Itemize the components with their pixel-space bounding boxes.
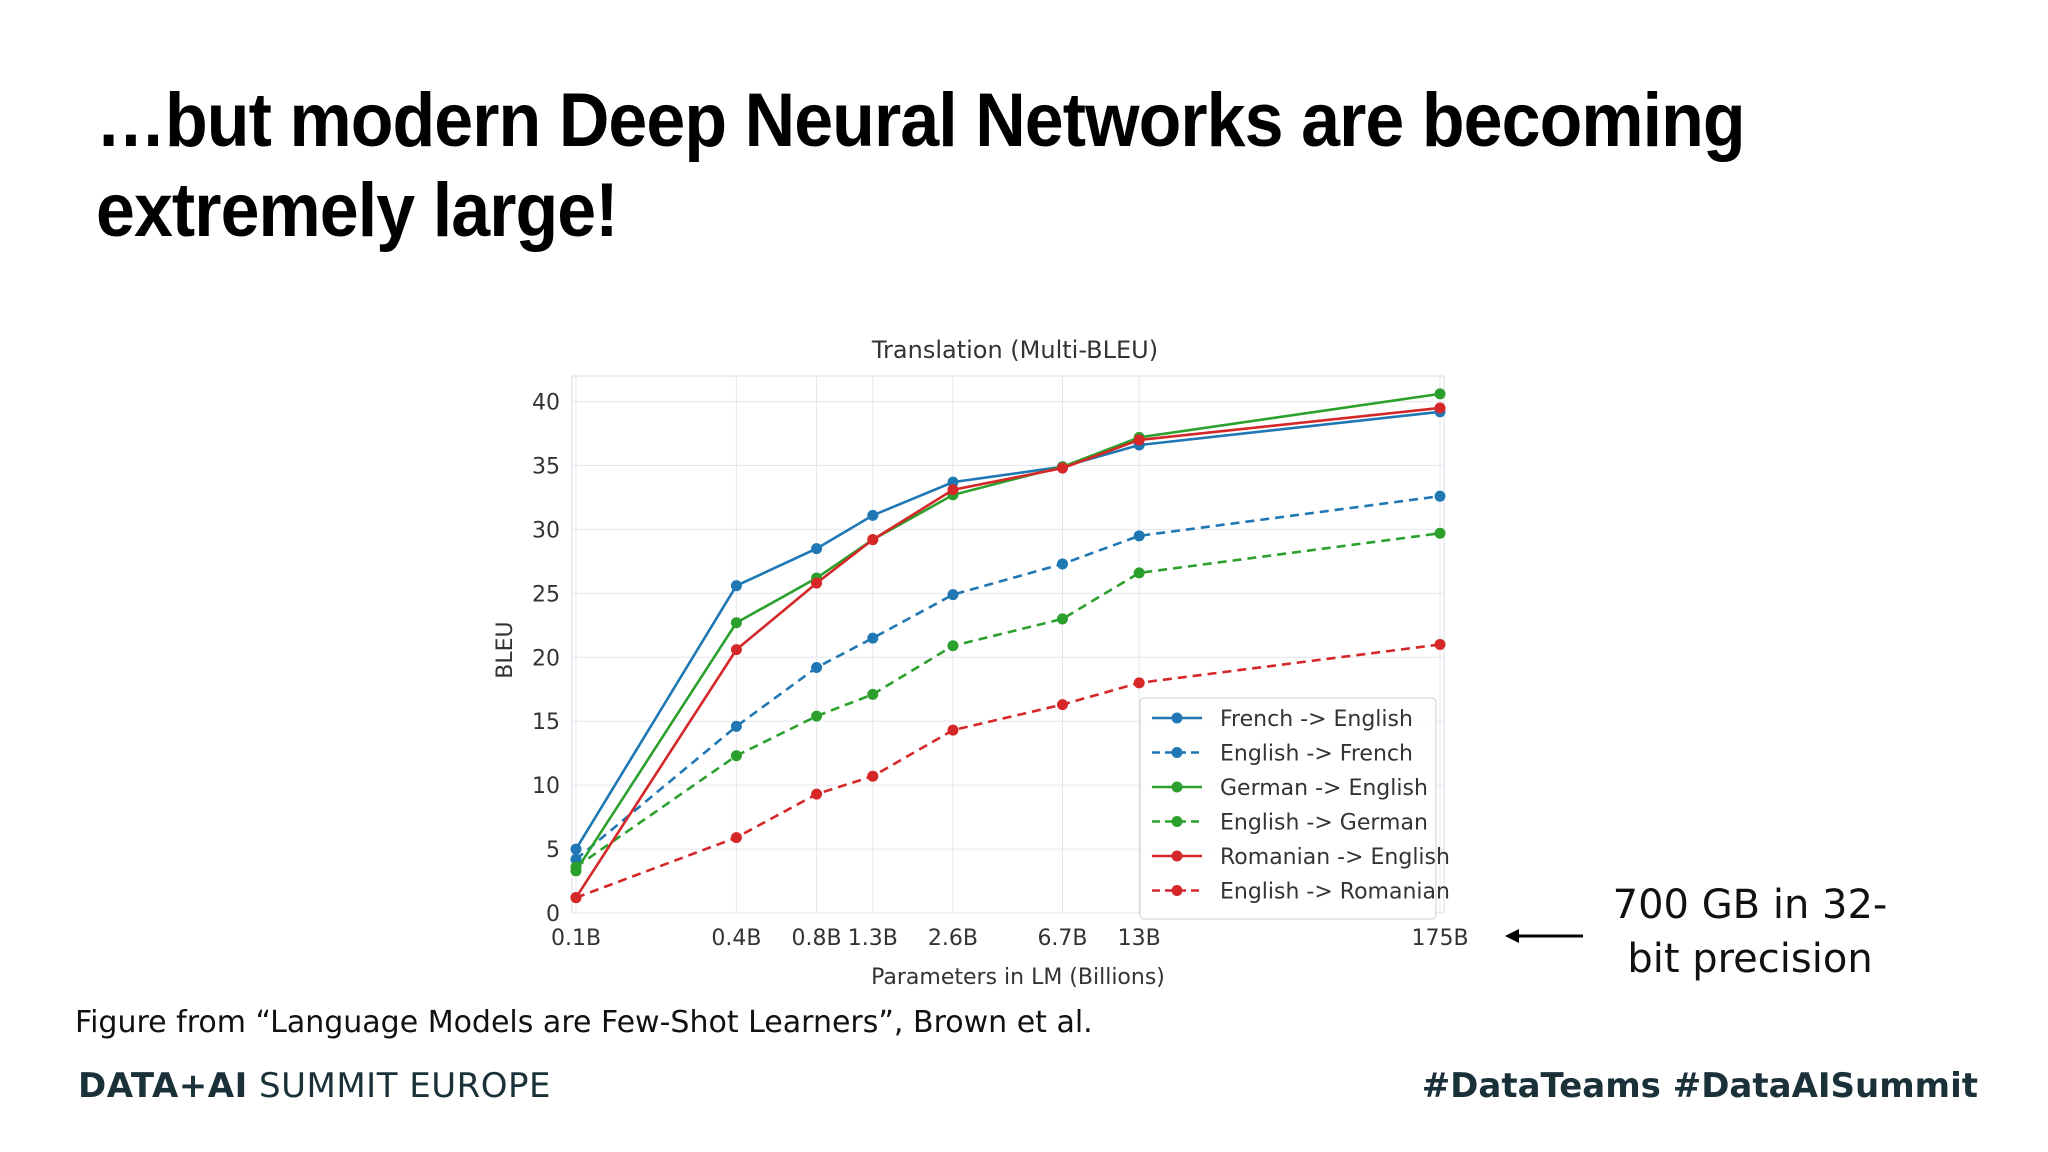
- data-point: [1434, 639, 1446, 650]
- series-line: [574, 410, 1441, 850]
- data-point: [947, 476, 959, 488]
- y-axis-ticks: 0 5 10 15 20 25 30 35 40: [532, 391, 560, 927]
- y-tick-label: 25: [532, 582, 560, 607]
- series-french-english: [570, 406, 1446, 855]
- legend-marker: [1171, 712, 1183, 724]
- figure-caption: Figure from “Language Models are Few-Sho…: [75, 1005, 1093, 1040]
- y-tick-label: 40: [532, 391, 560, 416]
- chart-title: Translation (Multi-BLEU): [871, 336, 1158, 364]
- legend-label: English -> French: [1220, 742, 1413, 767]
- x-tick-label: 175B: [1411, 926, 1468, 951]
- y-tick-label: 10: [532, 774, 560, 799]
- data-point: [570, 861, 582, 873]
- series-line: [574, 406, 1441, 899]
- model-size-annotation: 700 GB in 32-bit precision: [1612, 882, 1888, 982]
- legend-label: English -> Romanian: [1220, 880, 1450, 905]
- x-axis-ticks: 0.1B 0.4B 0.8B 1.3B 2.6B 6.7B 13B 175B: [551, 926, 1469, 951]
- series-romanian-english: [570, 402, 1446, 904]
- data-point: [947, 724, 959, 736]
- data-point: [730, 832, 742, 844]
- y-tick-label: 0: [546, 902, 560, 927]
- footer-brand-bold: DATA+AI: [78, 1066, 248, 1106]
- legend-marker: [1171, 816, 1183, 827]
- footer-hashtags: #DataTeams #DataAISummit: [1421, 1066, 1978, 1106]
- y-tick-label: 30: [532, 518, 560, 543]
- data-point: [730, 644, 742, 656]
- data-point: [811, 577, 823, 589]
- left-arrow-icon: [1505, 929, 1583, 943]
- data-point: [1133, 677, 1145, 689]
- y-axis-label: BLEU: [493, 621, 518, 678]
- data-point: [1133, 567, 1145, 579]
- x-tick-label: 1.3B: [848, 926, 898, 951]
- legend-label: German -> English: [1220, 776, 1428, 801]
- slide-title: …but modern Deep Neural Networks are bec…: [96, 78, 1746, 253]
- data-point: [1056, 462, 1068, 474]
- x-tick-label: 0.1B: [551, 926, 601, 951]
- data-point: [811, 710, 823, 722]
- data-point: [867, 509, 879, 521]
- y-tick-label: 35: [532, 455, 560, 480]
- data-point: [1434, 527, 1446, 539]
- data-point: [811, 662, 823, 674]
- data-point: [730, 720, 742, 732]
- data-point: [570, 843, 582, 855]
- data-point: [811, 543, 823, 555]
- data-point: [867, 632, 879, 644]
- data-point: [570, 892, 582, 904]
- data-point: [1133, 434, 1145, 446]
- x-tick-label: 2.6B: [928, 926, 978, 951]
- data-point: [867, 534, 879, 546]
- x-axis-label: Parameters in LM (Billions): [871, 965, 1165, 990]
- data-point: [730, 750, 742, 762]
- bleu-chart: Translation (Multi-BLEU) 0 5 10 15 20 25 30 35 4…: [470, 330, 1530, 1000]
- data-point: [730, 617, 742, 629]
- data-point: [867, 770, 879, 782]
- data-point: [811, 788, 823, 800]
- data-point: [1434, 402, 1446, 414]
- data-point: [947, 640, 959, 652]
- legend-marker: [1171, 781, 1183, 793]
- y-tick-label: 5: [546, 838, 560, 863]
- x-tick-label: 0.4B: [711, 926, 761, 951]
- data-point: [1434, 490, 1446, 502]
- legend-marker: [1171, 850, 1183, 862]
- legend-marker: [1171, 885, 1183, 896]
- footer-brand: DATA+AI SUMMIT EUROPE: [78, 1066, 551, 1106]
- series-lines: [570, 388, 1446, 904]
- legend-marker: [1171, 747, 1183, 758]
- series-line: [575, 643, 1441, 899]
- legend-box: [1139, 697, 1437, 920]
- data-point: [1056, 558, 1068, 570]
- data-point: [1056, 613, 1068, 625]
- data-point: [1133, 530, 1145, 542]
- series-english-romanian: [570, 639, 1446, 904]
- bleu-line-chart: Translation (Multi-BLEU) 0 5 10 15 20 25 30 35 4…: [493, 336, 1469, 990]
- x-tick-label: 6.7B: [1037, 926, 1087, 951]
- data-point: [1434, 388, 1446, 400]
- footer-brand-rest: SUMMIT EUROPE: [247, 1066, 552, 1106]
- series-english-german: [570, 527, 1446, 873]
- data-point: [570, 853, 582, 865]
- x-tick-label: 13B: [1118, 926, 1161, 951]
- data-point: [947, 484, 959, 496]
- data-point: [730, 580, 742, 592]
- x-tick-label: 0.8B: [792, 926, 842, 951]
- series-line: [575, 531, 1441, 869]
- data-point: [867, 688, 879, 700]
- legend-label: French -> English: [1220, 707, 1413, 732]
- y-tick-label: 20: [532, 646, 560, 671]
- chart-legend: French -> English English -> French German…: [1139, 697, 1450, 920]
- legend-label: English -> German: [1220, 811, 1428, 836]
- series-english-french: [570, 490, 1446, 865]
- series-line: [574, 392, 1441, 872]
- data-point: [1056, 699, 1068, 711]
- legend-label: Romanian -> English: [1220, 845, 1450, 870]
- y-tick-label: 15: [532, 710, 560, 735]
- data-point: [947, 589, 959, 601]
